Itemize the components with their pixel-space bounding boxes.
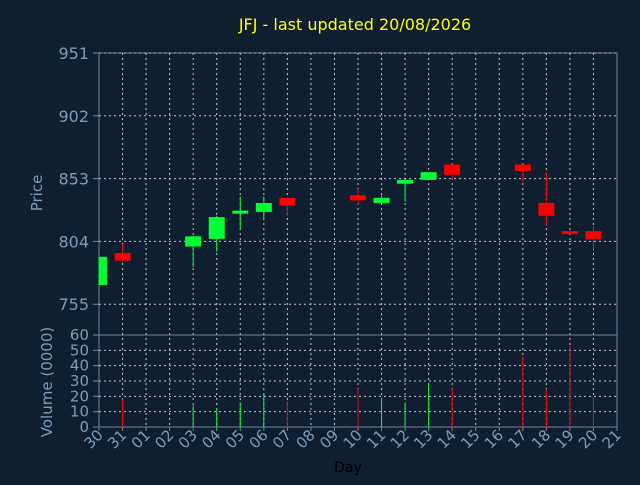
candle-body bbox=[538, 202, 555, 216]
volume-tick-label: 40 bbox=[70, 357, 89, 375]
candle-body bbox=[514, 164, 531, 171]
candle-body bbox=[114, 252, 131, 261]
x-tick-label: 09 bbox=[316, 426, 342, 452]
volume-tick-label: 30 bbox=[70, 372, 89, 390]
price-tick-label: 804 bbox=[58, 232, 89, 251]
x-tick-label: 10 bbox=[340, 426, 366, 452]
candle-body bbox=[279, 197, 296, 206]
candle bbox=[98, 256, 107, 286]
x-tick-label: 04 bbox=[198, 426, 224, 452]
candle-body bbox=[373, 197, 390, 203]
x-tick-label: 06 bbox=[245, 426, 271, 452]
volume-axis-label: Volume (0000) bbox=[38, 327, 56, 437]
volume-bars bbox=[122, 345, 594, 427]
volume-tick-label: 50 bbox=[70, 341, 89, 359]
price-tick-label: 853 bbox=[58, 170, 89, 189]
candle bbox=[373, 195, 390, 203]
candle bbox=[255, 196, 272, 219]
candle bbox=[279, 197, 296, 216]
candle bbox=[420, 172, 437, 180]
candle bbox=[232, 196, 249, 229]
volume-tick-label: 0 bbox=[79, 418, 89, 436]
candle bbox=[185, 236, 202, 268]
price-axis: 755 804 853 902 951 bbox=[58, 44, 99, 314]
volume-tick-label: 10 bbox=[70, 403, 89, 421]
candle bbox=[538, 172, 555, 227]
x-tick-label: 01 bbox=[128, 426, 154, 452]
candles bbox=[98, 164, 602, 286]
x-tick-label: 15 bbox=[457, 426, 483, 452]
candle bbox=[444, 164, 461, 180]
candle bbox=[114, 243, 131, 261]
x-tick-label: 12 bbox=[387, 426, 413, 452]
candle-body bbox=[255, 202, 272, 212]
x-tick-label: 11 bbox=[363, 426, 389, 452]
volume-tick-label: 60 bbox=[70, 326, 89, 344]
candle bbox=[350, 188, 366, 205]
candle bbox=[514, 164, 531, 182]
candle-body bbox=[585, 231, 602, 239]
x-axis-label: Day bbox=[334, 460, 362, 476]
x-tick-label: 18 bbox=[528, 426, 554, 452]
candle-body bbox=[185, 236, 202, 247]
candle-body bbox=[561, 231, 578, 235]
x-tick-label: 19 bbox=[552, 426, 578, 452]
volume-tick-label: 20 bbox=[70, 387, 89, 405]
x-tick-label: 21 bbox=[599, 426, 625, 452]
candle-body bbox=[208, 217, 225, 239]
price-axis-label: Price bbox=[28, 175, 46, 212]
x-tick-label: 02 bbox=[151, 426, 177, 452]
price-tick-label: 755 bbox=[58, 295, 89, 314]
x-tick-label: 03 bbox=[175, 426, 201, 452]
x-tick-label: 17 bbox=[504, 426, 530, 452]
candle-body bbox=[350, 195, 366, 201]
x-tick-label: 05 bbox=[222, 426, 248, 452]
candle-body bbox=[444, 164, 461, 175]
candle-body bbox=[420, 172, 437, 180]
x-tick-label: 08 bbox=[293, 426, 319, 452]
candle-body bbox=[99, 256, 107, 286]
candle bbox=[585, 226, 602, 250]
price-tick-label: 902 bbox=[58, 107, 89, 126]
x-tick-label: 13 bbox=[410, 426, 436, 452]
candle-body bbox=[397, 179, 414, 184]
candle bbox=[208, 215, 225, 252]
chart-title: JFJ - last updated 20/08/2026 bbox=[238, 15, 471, 34]
candle bbox=[397, 179, 414, 202]
x-tick-label: 16 bbox=[481, 426, 507, 452]
x-tick-label: 20 bbox=[575, 426, 601, 452]
candle-body bbox=[232, 210, 249, 214]
x-axis: 3031010203040506070809101112131415161718… bbox=[81, 426, 625, 452]
x-tick-label: 14 bbox=[434, 426, 460, 452]
grid-lines bbox=[99, 52, 617, 427]
x-tick-label: 07 bbox=[269, 426, 295, 452]
x-tick-label: 31 bbox=[104, 426, 130, 452]
candle bbox=[561, 231, 578, 235]
price-tick-label: 951 bbox=[58, 44, 89, 63]
